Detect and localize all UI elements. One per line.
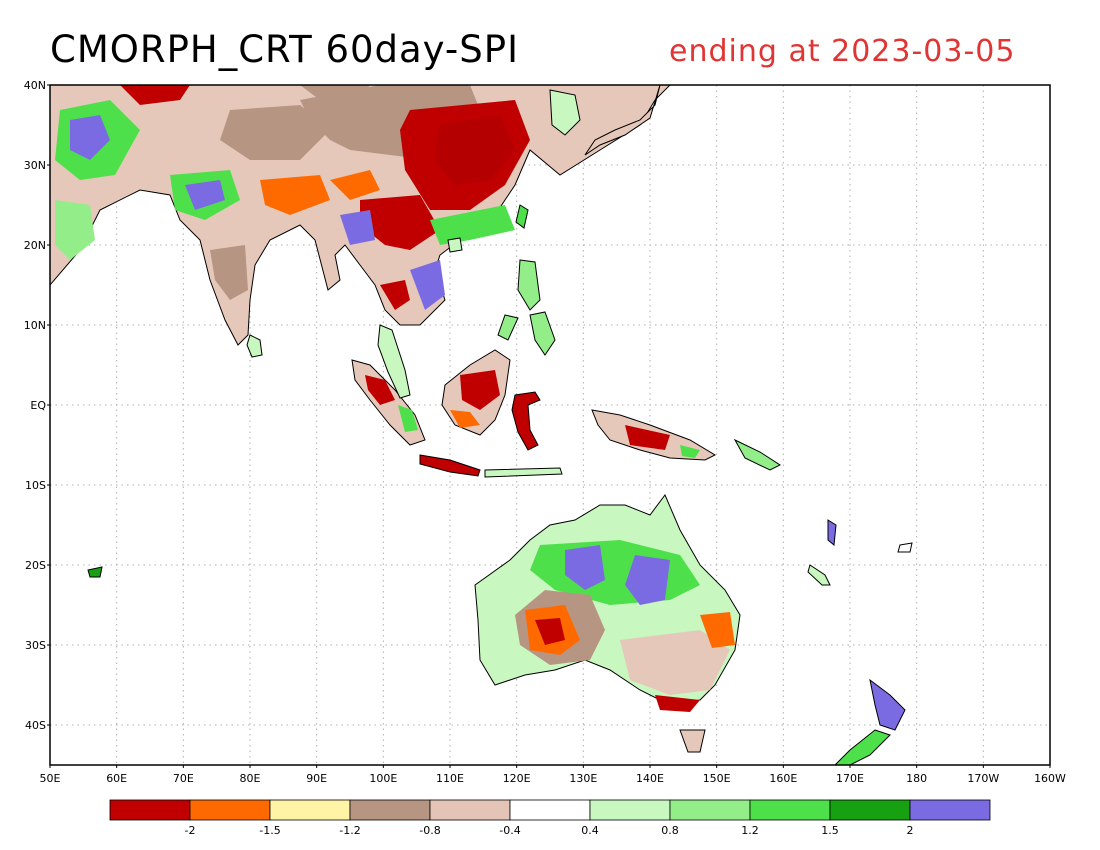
colorbar-label: -0.8 <box>419 824 440 837</box>
java-landmass <box>419 454 481 477</box>
philippines-landmass <box>497 259 556 356</box>
longitude-label: 130E <box>569 772 597 785</box>
colorbar-label: 1.5 <box>821 824 839 837</box>
colorbar-label: 2 <box>907 824 914 837</box>
latitude-label: 40S <box>25 719 46 732</box>
longitude-label: 100E <box>369 772 397 785</box>
mauritius-landmass <box>87 566 103 578</box>
map-frame <box>49 84 1051 766</box>
longitude-label: 170W <box>967 772 999 785</box>
taiwan-landmass <box>515 204 529 229</box>
hainan-landmass <box>447 237 463 253</box>
colorbar-label: -1.2 <box>339 824 360 837</box>
sulawesi-landmass <box>511 391 541 451</box>
land-layer <box>50 85 913 765</box>
latitude-labels: 40N 30N 20N 10N EQ 10S 20S 30S 40S <box>24 79 50 732</box>
colorbar-swatch <box>509 799 591 821</box>
tasmania-landmass <box>679 729 706 753</box>
longitude-label: 60E <box>106 772 127 785</box>
colorbar-label: -1.5 <box>259 824 280 837</box>
longitude-label: 110E <box>436 772 464 785</box>
fiji-landmass <box>897 542 913 553</box>
longitude-label: 160W <box>1034 772 1066 785</box>
colorbar-swatch <box>429 799 511 821</box>
vanuatu-landmass <box>827 519 837 546</box>
colorbar-label: 0.8 <box>661 824 679 837</box>
colorbar-swatch <box>349 799 431 821</box>
longitude-label: 70E <box>173 772 194 785</box>
longitude-label: 50E <box>40 772 61 785</box>
japan-landmass <box>584 85 661 156</box>
asia-landmass <box>50 85 671 346</box>
colorbar-swatch <box>669 799 751 821</box>
colorbar-label: -0.4 <box>499 824 520 837</box>
korea-landmass <box>549 89 581 136</box>
map-title: CMORPH_CRT 60day-SPI <box>50 28 519 71</box>
longitude-label: 90E <box>306 772 327 785</box>
latitude-label: 40N <box>24 79 46 92</box>
latitude-label: 10N <box>24 319 46 332</box>
longitude-label: 180 <box>906 772 927 785</box>
latitude-label: 10S <box>25 479 46 492</box>
latitude-label: 20N <box>24 239 46 252</box>
colorbar-swatch <box>589 799 671 821</box>
colorbar-swatch <box>829 799 911 821</box>
latitude-label: 30S <box>25 639 46 652</box>
longitude-label: 80E <box>240 772 261 785</box>
latitude-label: 20S <box>25 559 46 572</box>
colorbar-label: 0.4 <box>581 824 599 837</box>
newzealand-landmass <box>834 678 906 765</box>
colorbar-swatch <box>189 799 271 821</box>
malaya-landmass <box>377 324 411 399</box>
longitude-label: 170E <box>836 772 864 785</box>
colorbar-swatch <box>269 799 351 821</box>
colorbar-swatch <box>109 799 191 821</box>
longitude-label: 120E <box>503 772 531 785</box>
longitude-label: 140E <box>636 772 664 785</box>
solomon-landmass <box>733 438 782 471</box>
colorbar-swatch <box>909 799 991 821</box>
spi-colorbar: -2 -1.5 -1.2 -0.8 -0.4 0.4 0.8 1.2 1.5 2 <box>109 799 991 837</box>
australia-landmass <box>474 494 741 712</box>
longitude-label: 150E <box>703 772 731 785</box>
map-subtitle: ending at 2023-03-05 <box>669 34 1016 69</box>
latitude-label: 30N <box>24 159 46 172</box>
longitude-label: 160E <box>769 772 797 785</box>
colorbar-label: -2 <box>185 824 196 837</box>
colorbar-label: 1.2 <box>741 824 759 837</box>
srilanka-landmass <box>246 334 263 358</box>
colorbar-swatch <box>749 799 831 821</box>
latitude-label: EQ <box>30 399 46 412</box>
longitude-labels: 50E 60E 70E 80E 90E 100E 110E 120E 130E 140E 150E 1… <box>40 765 1066 785</box>
newcaledonia-landmass <box>807 564 831 586</box>
